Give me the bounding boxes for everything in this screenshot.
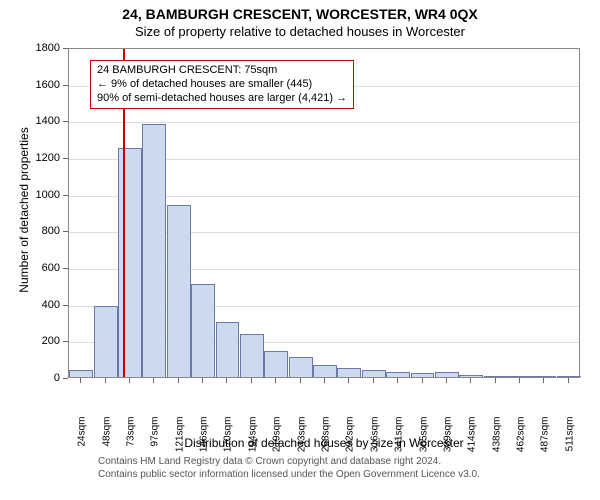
- xtick-label: 292sqm: [345, 417, 356, 467]
- histogram-bar: [362, 370, 386, 377]
- xtick-mark: [226, 378, 227, 383]
- ytick-mark: [63, 268, 68, 269]
- annotation-line: 90% of semi-detached houses are larger (…: [97, 92, 347, 106]
- xtick-label: 462sqm: [516, 417, 527, 467]
- histogram-bar: [386, 372, 410, 378]
- xtick-label: 365sqm: [418, 417, 429, 467]
- histogram-bar: [435, 372, 459, 378]
- histogram-bar: [289, 357, 313, 377]
- chart-container: 24, BAMBURGH CRESCENT, WORCESTER, WR4 0Q…: [0, 0, 600, 500]
- histogram-bar: [557, 376, 581, 377]
- histogram-bar: [411, 373, 435, 377]
- ytick-mark: [63, 121, 68, 122]
- ytick-label: 1400: [28, 115, 60, 127]
- xtick-mark: [348, 378, 349, 383]
- xtick-mark: [373, 378, 374, 383]
- histogram-bar: [508, 376, 532, 377]
- ytick-label: 0: [28, 372, 60, 384]
- xtick-mark: [543, 378, 544, 383]
- ytick-mark: [63, 48, 68, 49]
- xtick-mark: [153, 378, 154, 383]
- y-axis-label: Number of detached properties: [17, 45, 31, 375]
- xtick-label: 194sqm: [247, 417, 258, 467]
- ytick-label: 800: [28, 225, 60, 237]
- ytick-label: 1600: [28, 79, 60, 91]
- xtick-label: 48sqm: [101, 417, 112, 467]
- histogram-bar: [191, 284, 215, 378]
- ytick-label: 1800: [28, 42, 60, 54]
- histogram-bar: [167, 205, 191, 377]
- xtick-label: 121sqm: [174, 417, 185, 467]
- histogram-bar: [337, 368, 361, 377]
- xtick-mark: [519, 378, 520, 383]
- ytick-label: 1200: [28, 152, 60, 164]
- chart-subtitle: Size of property relative to detached ho…: [0, 22, 600, 39]
- xtick-label: 438sqm: [491, 417, 502, 467]
- histogram-bar: [313, 365, 337, 377]
- xtick-label: 389sqm: [442, 417, 453, 467]
- xtick-mark: [178, 378, 179, 383]
- histogram-bar: [142, 124, 166, 377]
- histogram-bar: [94, 306, 118, 378]
- histogram-bar: [484, 376, 508, 377]
- histogram-bar: [69, 370, 93, 377]
- xtick-mark: [105, 378, 106, 383]
- ytick-mark: [63, 305, 68, 306]
- chart-title: 24, BAMBURGH CRESCENT, WORCESTER, WR4 0Q…: [0, 0, 600, 22]
- xtick-mark: [446, 378, 447, 383]
- ytick-mark: [63, 195, 68, 196]
- xtick-label: 268sqm: [321, 417, 332, 467]
- histogram-bar: [264, 351, 288, 377]
- xtick-mark: [275, 378, 276, 383]
- xtick-label: 170sqm: [223, 417, 234, 467]
- annotation-line: ← 9% of detached houses are smaller (445…: [97, 78, 347, 92]
- xtick-mark: [80, 378, 81, 383]
- histogram-bar: [216, 322, 240, 377]
- ytick-mark: [63, 85, 68, 86]
- ytick-mark: [63, 341, 68, 342]
- xtick-mark: [202, 378, 203, 383]
- xtick-label: 97sqm: [150, 417, 161, 467]
- histogram-bar: [532, 376, 556, 377]
- xtick-label: 146sqm: [199, 417, 210, 467]
- histogram-bar: [459, 375, 483, 377]
- xtick-label: 341sqm: [394, 417, 405, 467]
- ytick-label: 1000: [28, 189, 60, 201]
- xtick-label: 219sqm: [272, 417, 283, 467]
- xtick-mark: [470, 378, 471, 383]
- xtick-mark: [495, 378, 496, 383]
- xtick-label: 243sqm: [296, 417, 307, 467]
- ytick-mark: [63, 231, 68, 232]
- attribution-line: Contains public sector information licen…: [98, 469, 480, 482]
- annotation-line: 24 BAMBURGH CRESCENT: 75sqm: [97, 64, 347, 78]
- xtick-label: 24sqm: [77, 417, 88, 467]
- ytick-mark: [63, 378, 68, 379]
- xtick-mark: [251, 378, 252, 383]
- xtick-mark: [300, 378, 301, 383]
- ytick-label: 400: [28, 299, 60, 311]
- histogram-bar: [240, 334, 264, 377]
- xtick-label: 414sqm: [467, 417, 478, 467]
- xtick-mark: [422, 378, 423, 383]
- xtick-mark: [568, 378, 569, 383]
- xtick-label: 511sqm: [564, 417, 575, 467]
- xtick-label: 73sqm: [125, 417, 136, 467]
- xtick-mark: [129, 378, 130, 383]
- ytick-mark: [63, 158, 68, 159]
- xtick-label: 487sqm: [540, 417, 551, 467]
- ytick-label: 600: [28, 262, 60, 274]
- xtick-label: 316sqm: [369, 417, 380, 467]
- ytick-label: 200: [28, 335, 60, 347]
- xtick-mark: [397, 378, 398, 383]
- annotation-box: 24 BAMBURGH CRESCENT: 75sqm ← 9% of deta…: [90, 60, 354, 109]
- xtick-mark: [324, 378, 325, 383]
- histogram-bar: [118, 148, 142, 377]
